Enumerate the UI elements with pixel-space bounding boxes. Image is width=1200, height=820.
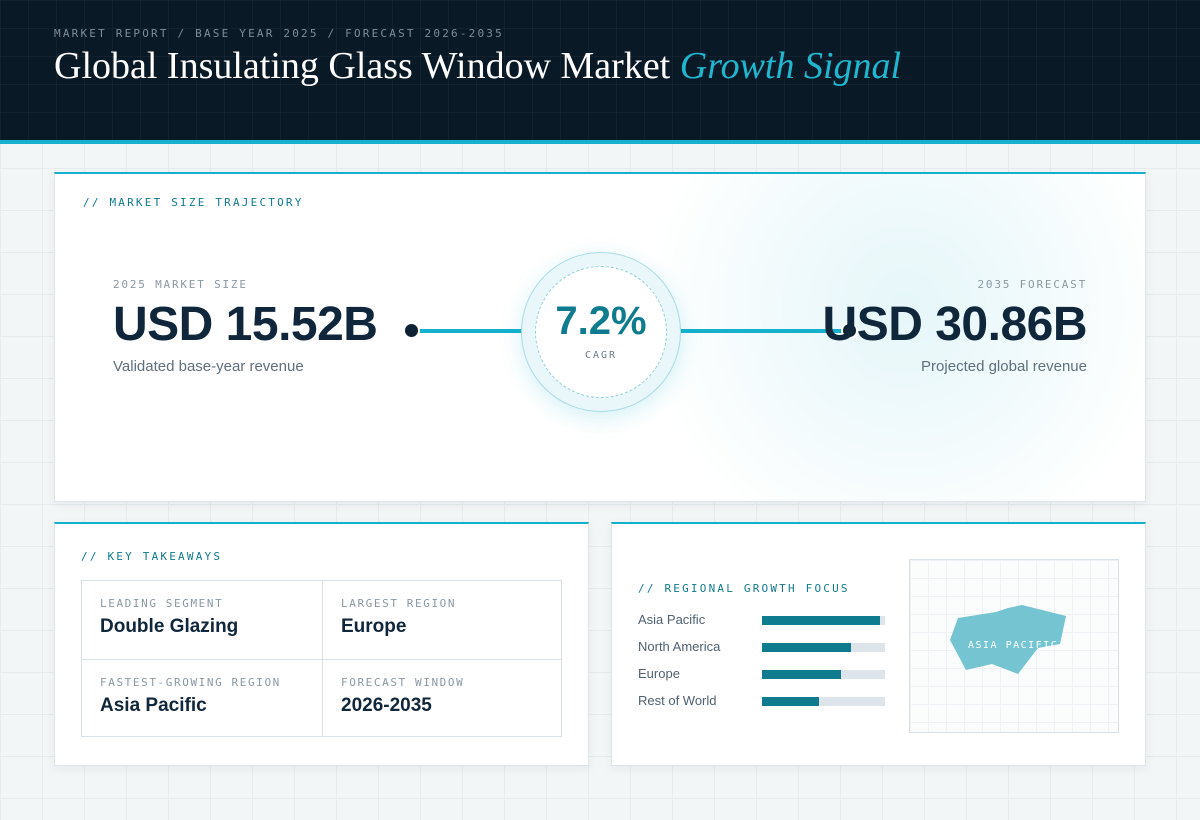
title-main: Global Insulating Glass Window Market [54, 45, 671, 87]
cagr-badge: 7.2% CAGR [521, 252, 681, 412]
region-bar-label: North America [638, 639, 721, 654]
base-year-stat: 2025 MARKET SIZE USD 15.52B Validated ba… [113, 278, 378, 375]
region-bar-label: Asia Pacific [638, 612, 706, 627]
takeaway-key: FORECAST WINDOW [341, 676, 465, 689]
report-eyebrow: MARKET REPORT / BASE YEAR 2025 / FORECAS… [54, 27, 504, 40]
region-bar-row: Rest of World [638, 693, 888, 720]
map-region-label: ASIA PACIFIC [968, 640, 1059, 651]
regional-bar-list: Asia Pacific North America Europe Rest of W… [638, 612, 888, 720]
takeaway-leading-segment: LEADING SEGMENT Double Glazing [82, 581, 322, 659]
base-year-kicker: 2025 MARKET SIZE [113, 278, 248, 291]
region-bar-fill [762, 697, 819, 706]
region-map: ASIA PACIFIC [909, 559, 1119, 733]
takeaways-section-label: // KEY TAKEAWAYS [81, 550, 223, 563]
report-header: MARKET REPORT / BASE YEAR 2025 / FORECAS… [0, 0, 1200, 144]
region-bar-fill [762, 616, 881, 625]
base-year-value: USD 15.52B [113, 298, 378, 351]
trajectory-line-left [419, 329, 531, 333]
takeaway-largest-region: LARGEST REGION Europe [322, 581, 562, 659]
region-bar-row: North America [638, 639, 888, 666]
forecast-kicker: 2035 FORECAST [977, 278, 1087, 291]
regional-section-label: // REGIONAL GROWTH FOCUS [638, 582, 850, 595]
forecast-glow [615, 174, 1145, 501]
takeaway-key: LEADING SEGMENT [100, 597, 224, 610]
region-bar-row: Europe [638, 666, 888, 693]
regional-growth-card: // REGIONAL GROWTH FOCUS Asia Pacific Nor… [611, 522, 1146, 766]
region-bar-row: Asia Pacific [638, 612, 888, 639]
region-bar-fill [762, 670, 841, 679]
page-title: Global Insulating Glass Window Market Gr… [54, 44, 901, 88]
cagr-value: 7.2% [555, 299, 647, 343]
region-bar-track [762, 643, 885, 652]
asia-pacific-map-shape [950, 605, 1066, 674]
takeaways-grid: LEADING SEGMENT Double Glazing LARGEST R… [81, 580, 562, 737]
trajectory-line-right [671, 329, 853, 333]
forecast-caption: Projected global revenue [921, 358, 1087, 375]
asia-pacific-region-shape [950, 605, 1066, 674]
takeaway-value: 2026-2035 [341, 695, 432, 716]
takeaway-key: FASTEST-GROWING REGION [100, 676, 281, 689]
takeaway-value: Europe [341, 616, 407, 637]
base-year-caption: Validated base-year revenue [113, 358, 304, 375]
end-point-dot [841, 322, 858, 339]
cagr-badge-inner: 7.2% CAGR [535, 266, 667, 398]
key-takeaways-card: // KEY TAKEAWAYS LEADING SEGMENT Double … [54, 522, 589, 766]
takeaway-key: LARGEST REGION [341, 597, 457, 610]
start-point-dot [403, 322, 420, 339]
takeaway-value: Double Glazing [100, 616, 239, 637]
takeaway-value: Asia Pacific [100, 695, 207, 716]
market-size-trajectory-card: // MARKET SIZE TRAJECTORY 2025 MARKET SI… [54, 172, 1146, 502]
region-bar-track [762, 670, 885, 679]
forecast-stat: 2035 FORECAST USD 30.86B Projected globa… [822, 278, 1088, 375]
takeaway-fastest-growing-region: FASTEST-GROWING REGION Asia Pacific [82, 659, 322, 736]
region-bar-label: Europe [638, 666, 680, 681]
region-bar-label: Rest of World [638, 693, 717, 708]
takeaway-forecast-window: FORECAST WINDOW 2026-2035 [322, 659, 562, 736]
trajectory-section-label: // MARKET SIZE TRAJECTORY [83, 196, 304, 209]
title-accent: Growth Signal [679, 45, 902, 87]
forecast-value: USD 30.86B [822, 298, 1088, 351]
region-bar-track [762, 697, 885, 706]
cagr-label: CAGR [584, 350, 618, 361]
region-bar-fill [762, 643, 851, 652]
region-bar-track [762, 616, 885, 625]
